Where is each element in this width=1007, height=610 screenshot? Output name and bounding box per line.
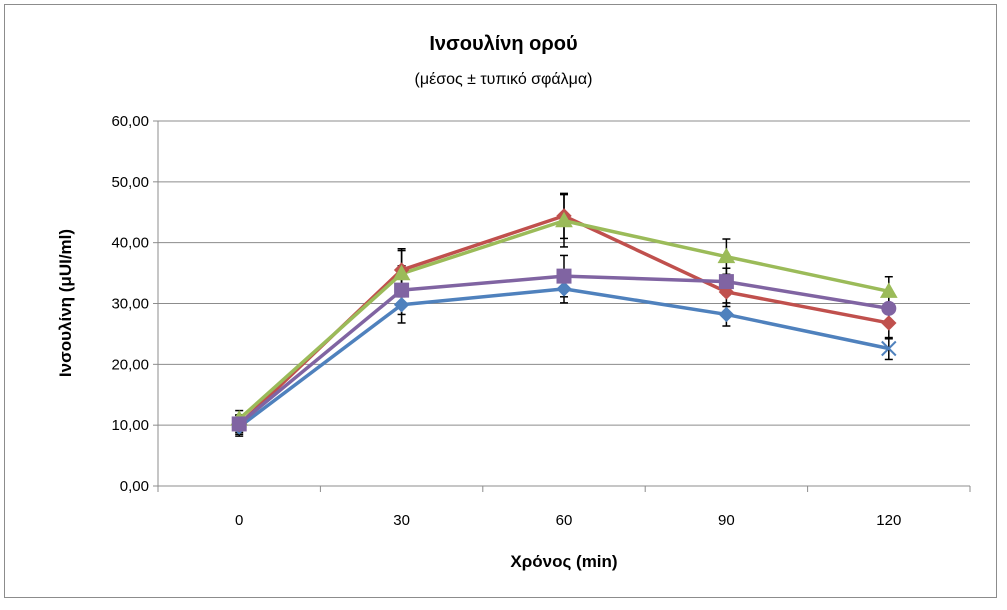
x-tick-label: 30 xyxy=(393,512,410,529)
series-markers xyxy=(230,208,898,435)
chart-subtitle: (μέσος ± τυπικό σφάλμα) xyxy=(414,71,593,88)
data-point-diamond xyxy=(718,306,735,323)
data-point-triangle xyxy=(717,247,736,264)
series-line-3 xyxy=(238,219,890,421)
data-point-square xyxy=(556,268,572,284)
y-tick-label: 0,00 xyxy=(120,478,149,495)
chart-title: Ινσουλίνη ορού xyxy=(429,33,578,55)
data-point-triangle xyxy=(555,211,573,228)
y-tick-label: 50,00 xyxy=(111,174,149,191)
series-markers-4 xyxy=(231,268,897,432)
y-axis-ticks: 0,00 10,00 20,00 30,00 40,00 50,00 60,00 xyxy=(111,113,158,495)
x-axis-ticks: 0 30 60 90 120 xyxy=(157,486,971,529)
data-point-triangle xyxy=(879,282,898,298)
data-point-square xyxy=(231,416,247,432)
data-point-circle xyxy=(881,300,897,316)
y-tick-label: 60,00 xyxy=(111,113,149,130)
data-point-triangle xyxy=(392,264,411,281)
y-tick-label: 40,00 xyxy=(111,235,149,252)
data-point-square xyxy=(718,274,734,290)
data-point-x xyxy=(881,340,897,357)
y-tick-label: 10,00 xyxy=(111,417,149,434)
y-tick-label: 30,00 xyxy=(111,296,149,313)
chart-area xyxy=(4,4,997,598)
y-axis-title: Ινσουλίνη (μUI/ml) xyxy=(56,229,75,377)
x-tick-label: 90 xyxy=(718,512,735,529)
series xyxy=(230,192,898,437)
y-tick-label: 20,00 xyxy=(111,356,149,373)
data-point-diamond xyxy=(881,315,897,331)
data-point-diamond xyxy=(556,281,572,297)
series-line-1 xyxy=(238,287,890,429)
x-tick-label: 60 xyxy=(556,512,573,529)
x-tick-label: 120 xyxy=(876,512,901,529)
x-tick-label: 0 xyxy=(235,512,243,529)
data-point-square xyxy=(394,282,410,298)
x-axis-title: Χρόνος (min) xyxy=(510,552,617,571)
error-bars xyxy=(235,192,893,437)
data-point-diamond xyxy=(393,297,410,313)
